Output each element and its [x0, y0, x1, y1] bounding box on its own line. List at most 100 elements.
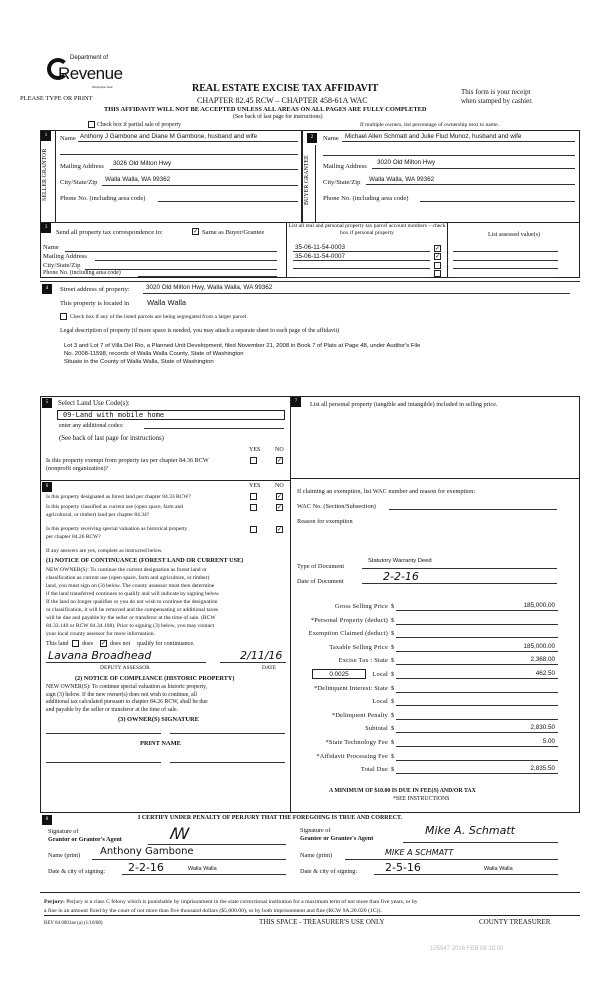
buyer-city-field[interactable] [366, 176, 575, 185]
grantor-date-field[interactable] [122, 866, 286, 875]
perjury-text-2: a fine in an amount fixed by the court o… [44, 907, 580, 916]
print-name-field-2[interactable] [170, 762, 285, 763]
parcel-number: 35-06-11-54-0003 [295, 244, 345, 251]
seller-city-field[interactable] [102, 177, 298, 186]
assessed-value-field[interactable] [453, 253, 558, 261]
street-address-field[interactable] [143, 282, 570, 294]
tax-row-value: 462.50 [535, 670, 555, 677]
personal-property-checkbox[interactable] [434, 270, 441, 277]
correspondence-name-field[interactable] [65, 243, 277, 252]
tax-row-field[interactable] [396, 629, 558, 639]
parcel-number-field[interactable] [293, 270, 430, 278]
historic-question: Is this property receiving special valua… [46, 526, 188, 532]
forest-no-checkbox[interactable]: ✓ [276, 493, 283, 500]
buyer-name-line-2[interactable] [323, 147, 575, 156]
correspondence-mail-field[interactable] [95, 252, 277, 261]
seller-phone-field[interactable] [158, 193, 298, 202]
tax-row-label: Local [372, 671, 388, 678]
grantee-date-field[interactable] [374, 866, 558, 875]
tax-row-field[interactable] [396, 670, 558, 679]
seller-mailing-field[interactable] [110, 161, 298, 170]
tax-row-field[interactable] [396, 656, 558, 666]
buyer-name-field[interactable] [342, 133, 575, 142]
buyer-city: Walla Walla, WA 99362 [369, 176, 435, 183]
seller-name-line-2[interactable] [60, 146, 298, 155]
tax-row-field[interactable] [396, 602, 558, 611]
tax-row-field[interactable] [396, 684, 558, 693]
owner-signature-field-1[interactable] [46, 733, 161, 734]
segregated-checkbox[interactable] [60, 313, 67, 320]
buyer-phone-field[interactable] [420, 193, 575, 202]
wac-field[interactable] [389, 501, 557, 510]
parcel-number-field[interactable] [293, 253, 430, 261]
additional-codes-field[interactable] [144, 420, 284, 429]
tax-row-field[interactable] [396, 724, 558, 734]
parcel-number-field[interactable] [293, 244, 430, 252]
current-use-no-checkbox[interactable]: ✓ [276, 504, 283, 511]
current-use-question: Is this property classified as current u… [46, 504, 183, 510]
section-number: 6 [42, 482, 52, 492]
seller-name-field[interactable] [78, 133, 298, 142]
legal-description-line: Lot 3 and Lot 7 of Villa Del Rio, a Plan… [64, 343, 421, 349]
print-name-field-1[interactable] [46, 762, 161, 763]
same-as-buyer-checkbox[interactable]: ✓ [192, 228, 199, 235]
owner-signature-field-2[interactable] [170, 733, 285, 734]
notice-compliance-title: (2) NOTICE OF COMPLIANCE (HISTORIC PROPE… [75, 675, 235, 682]
historic-yes-checkbox[interactable] [250, 526, 257, 533]
tax-row-field[interactable] [396, 765, 558, 775]
local-rate-field[interactable]: 0.0025 [312, 669, 366, 679]
assessed-value-field[interactable] [453, 244, 558, 252]
partial-sale-checkbox[interactable] [88, 121, 95, 128]
parcel-number-field[interactable] [293, 261, 430, 269]
buyer-mailing-field[interactable] [372, 160, 575, 169]
dollar-sign: $ [391, 684, 395, 692]
correspondence-city-field[interactable] [85, 261, 277, 270]
notice-line: or classification, it will be removed an… [46, 607, 219, 613]
section-number: 3 [41, 223, 51, 233]
doc-date-field[interactable] [362, 572, 557, 584]
label: City/State/Zip [60, 179, 98, 186]
correspondence-phone-field[interactable] [138, 269, 277, 277]
see-instructions-note: *SEE INSTRUCTIONS [393, 796, 450, 802]
tax-row-field[interactable] [396, 752, 558, 761]
logo-state: Washington State [92, 85, 113, 89]
assessed-value-field[interactable] [453, 270, 558, 278]
grantor-signature: ꟿ [170, 824, 190, 843]
grantee-signature-field[interactable] [403, 834, 558, 843]
assessed-value-field[interactable] [453, 261, 558, 269]
tax-row-field[interactable] [396, 738, 558, 747]
historic-no-checkbox[interactable]: ✓ [276, 526, 283, 533]
forest-yes-checkbox[interactable] [250, 493, 257, 500]
tax-row-field[interactable] [396, 616, 558, 625]
dollar-sign: $ [391, 657, 395, 665]
doc-date: 2-2-16 [383, 570, 419, 583]
tax-row-field[interactable] [396, 711, 558, 720]
grantee-name-field[interactable] [345, 851, 558, 860]
exempt-yes-checkbox[interactable] [250, 457, 257, 464]
buyer-name: Michael Allen Schmatt and Julie Flud Mun… [345, 133, 522, 140]
label: qualify for continuance. [137, 641, 195, 647]
dollar-sign: $ [391, 766, 395, 774]
minimum-note: A MINIMUM OF $10.00 IS DUE IN FEE(S) AND… [329, 788, 476, 794]
personal-property-checkbox[interactable]: ✓ [434, 244, 441, 252]
current-use-yes-checkbox[interactable] [250, 504, 257, 511]
exemption-label: If claiming an exemption, list WAC numbe… [297, 488, 476, 495]
land-use-code-select[interactable]: 09-Land with mobile home [57, 410, 285, 420]
notice-line: NEW OWNER(S): To continue the current de… [46, 567, 207, 573]
exempt-no-checkbox[interactable]: ✓ [276, 457, 283, 464]
does-not-checkbox[interactable]: ✓ [100, 640, 107, 647]
grantor-date: 2-2-16 [128, 861, 164, 874]
personal-property-checkbox[interactable] [434, 261, 441, 269]
dollar-sign: $ [391, 616, 395, 624]
does-checkbox[interactable] [72, 640, 79, 647]
label: This property is located in [60, 300, 130, 307]
doc-type-field[interactable] [362, 559, 557, 569]
label: Grantee or Grantee's Agent [300, 835, 374, 842]
tax-row-field[interactable] [396, 643, 558, 652]
grantor-signature-field[interactable] [148, 836, 286, 845]
legal-description-line: No. 2008-11598, records of Walla Walla C… [64, 351, 244, 357]
personal-property-checkbox[interactable]: ✓ [434, 253, 441, 260]
tax-row-field[interactable] [396, 697, 558, 707]
tax-correspondence-section [40, 222, 580, 278]
grantor-name-field[interactable] [92, 851, 286, 860]
